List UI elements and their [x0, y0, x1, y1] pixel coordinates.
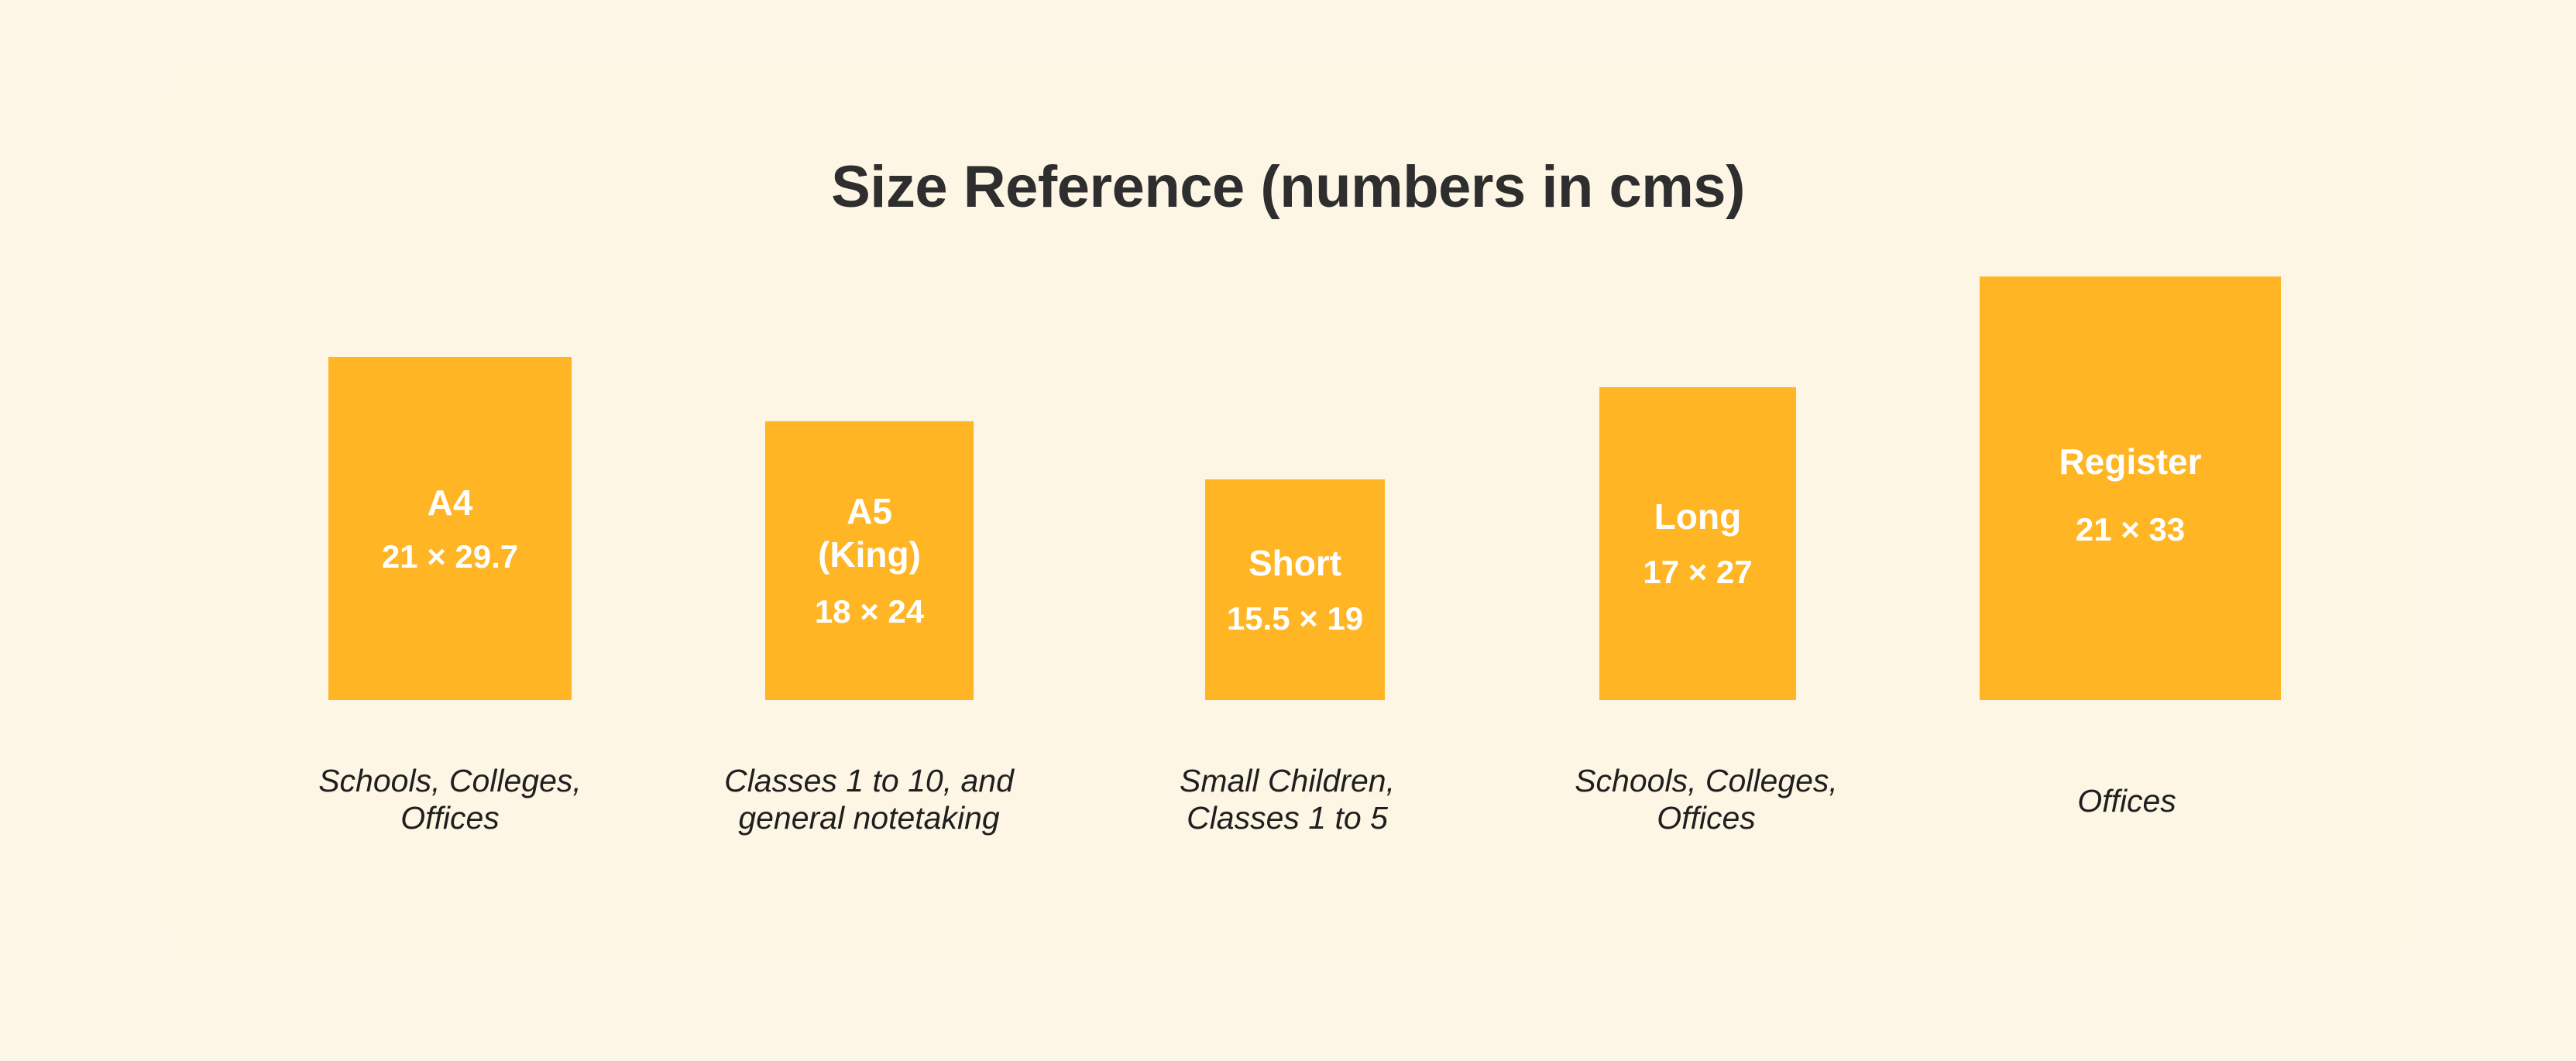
size-dimensions: 21 × 29.7: [381, 537, 519, 575]
size-dimensions: 21 × 33: [2075, 511, 2186, 548]
size-usage-a4: Schools, Colleges, Offices: [318, 763, 582, 836]
size-name: Register: [2059, 441, 2202, 482]
size-dimensions: 17 × 27: [1643, 554, 1753, 590]
size-usage-short: Small Children, Classes 1 to 5: [1180, 763, 1395, 836]
size-box-a4: A4 21 × 29.7: [328, 357, 572, 700]
size-usage-a5-king: Classes 1 to 10, and general notetaking: [724, 763, 1014, 836]
size-usage-register: Offices: [2077, 783, 2176, 819]
size-dimensions: 18 × 24: [814, 593, 925, 630]
page-title: Size Reference (numbers in cms): [831, 154, 1745, 220]
size-name: Long: [1654, 496, 1742, 537]
size-dimensions: 15.5 × 19: [1226, 599, 1364, 637]
size-box-a5-king: A5 (King) 18 × 24: [765, 421, 974, 700]
size-box-register: Register 21 × 33: [1980, 276, 2281, 700]
size-box-short: Short 15.5 × 19: [1205, 479, 1385, 700]
size-name: A4: [427, 482, 473, 523]
size-box-long: Long 17 × 27: [1599, 387, 1796, 700]
size-name: A5 (King): [818, 491, 921, 575]
size-usage-long: Schools, Colleges, Offices: [1575, 763, 1838, 836]
size-name: Short: [1248, 542, 1342, 583]
